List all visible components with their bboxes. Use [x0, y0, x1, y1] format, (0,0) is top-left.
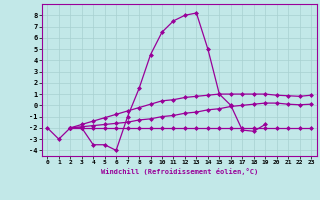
X-axis label: Windchill (Refroidissement éolien,°C): Windchill (Refroidissement éolien,°C)	[100, 168, 258, 175]
